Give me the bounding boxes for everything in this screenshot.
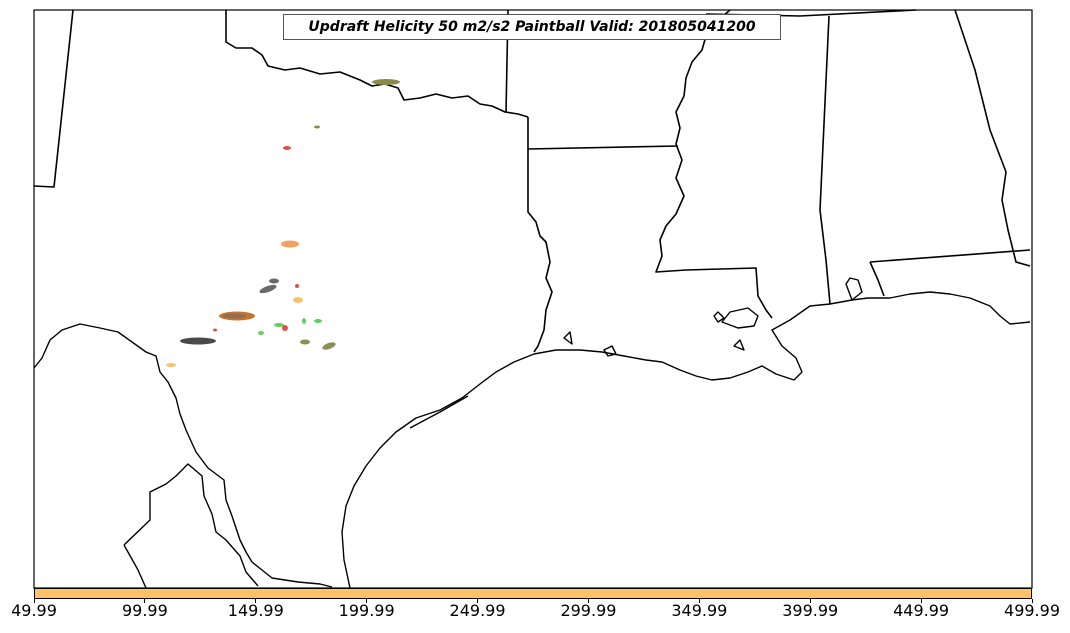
colorbar-tick-label: 49.99 bbox=[11, 601, 57, 620]
colorbar-tick-mark bbox=[809, 599, 811, 603]
paintball-dark-gray bbox=[180, 337, 216, 345]
colorbar-tick-label: 199.99 bbox=[338, 601, 395, 620]
colorbar-tick-mark bbox=[366, 599, 368, 603]
mississippi-river-border bbox=[655, 9, 773, 319]
paintball-gray-1 bbox=[269, 278, 279, 284]
paintball-red-mid bbox=[295, 284, 299, 288]
colorbar-tick-mark bbox=[144, 599, 146, 603]
paintball-red-north bbox=[283, 146, 291, 150]
colorbar-tick-mark bbox=[477, 599, 479, 603]
mexico-line-1 bbox=[123, 463, 259, 587]
paintball-olive-north bbox=[372, 79, 400, 85]
la-island-3 bbox=[733, 339, 745, 351]
al-fl-border bbox=[869, 261, 885, 297]
paintball-olive-green-1 bbox=[300, 339, 310, 345]
map-frame bbox=[33, 9, 1033, 589]
paintball-olive-small bbox=[314, 125, 320, 129]
map-title: Updraft Helicity 50 m2/s2 Paintball Vali… bbox=[283, 14, 781, 40]
colorbar-tick-label: 499.99 bbox=[1004, 601, 1060, 620]
paintball-gray-3 bbox=[222, 313, 246, 319]
paintball-light-orange-2 bbox=[166, 363, 176, 367]
paintball-red-2 bbox=[282, 325, 288, 331]
paintball-orange bbox=[281, 240, 299, 248]
ms-al-border bbox=[819, 15, 831, 305]
colorbar-tick-label: 249.99 bbox=[449, 601, 506, 620]
rio-grande-border bbox=[33, 323, 333, 588]
colorbar-tick-mark bbox=[1031, 599, 1033, 603]
coastline bbox=[33, 277, 1031, 589]
barrier-island bbox=[409, 395, 469, 429]
colorbar-tick-label: 449.99 bbox=[893, 601, 950, 620]
colorbar-tick-label: 149.99 bbox=[227, 601, 284, 620]
colorbar-tick-label: 399.99 bbox=[782, 601, 839, 620]
paintball-red-small bbox=[213, 328, 217, 332]
colorbar-tick-label: 349.99 bbox=[671, 601, 728, 620]
colorbar-tick-mark bbox=[920, 599, 922, 603]
paintball-gray-2 bbox=[259, 284, 277, 294]
paintball-swaths bbox=[166, 79, 400, 367]
paintball-light-orange bbox=[293, 297, 303, 303]
lake-pontchartrain bbox=[721, 307, 759, 329]
colorbar-tick-label: 99.99 bbox=[121, 601, 168, 620]
ar-la-border bbox=[527, 145, 679, 150]
la-island-1 bbox=[603, 345, 617, 357]
colorbar bbox=[34, 588, 1032, 599]
mexico-line-2 bbox=[123, 544, 147, 589]
colorbar-tick-label: 299.99 bbox=[560, 601, 617, 620]
paintball-green-3 bbox=[314, 319, 322, 323]
lake-maurepas bbox=[713, 311, 725, 323]
colorbar-tick-mark bbox=[698, 599, 700, 603]
colorbar-tick-mark bbox=[587, 599, 589, 603]
texas-gulf-coast bbox=[341, 291, 1031, 589]
paintball-olive-green-2 bbox=[322, 342, 336, 350]
state-borders bbox=[33, 9, 1031, 353]
colorbar-tick-mark bbox=[255, 599, 257, 603]
paintball-green-1 bbox=[274, 323, 284, 327]
tx-la-border bbox=[527, 117, 553, 353]
red-river-border bbox=[225, 10, 529, 118]
la-island-2 bbox=[563, 331, 573, 345]
paintball-green-2 bbox=[302, 318, 306, 324]
paintball-green-4 bbox=[258, 331, 264, 335]
mobile-bay bbox=[845, 277, 863, 301]
fl-border bbox=[869, 249, 1031, 263]
colorbar-tick-mark bbox=[33, 599, 35, 603]
al-ga-border bbox=[954, 9, 1031, 267]
nm-boundary bbox=[33, 9, 74, 188]
